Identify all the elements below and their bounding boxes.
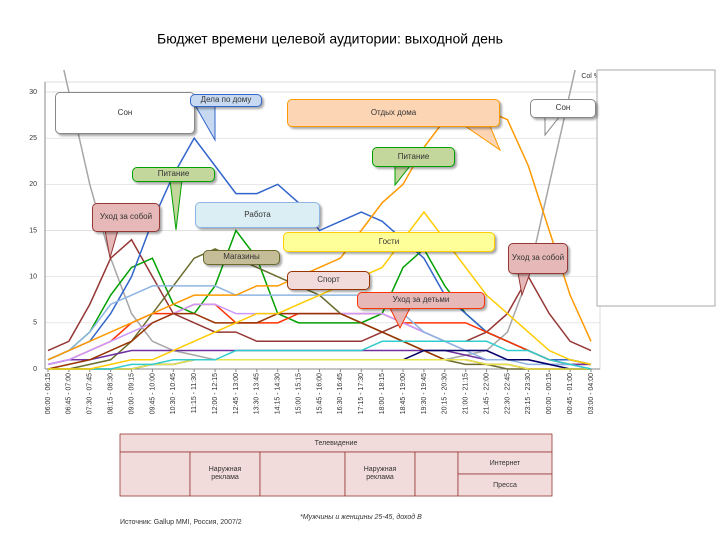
x-tick-label: 03:00 - 04:00 <box>588 373 595 414</box>
media-tv: Телевидение <box>315 440 358 447</box>
x-tick-label: 06:00 - 06:15 <box>45 373 52 414</box>
x-tick-label: 18:00 - 18:15 <box>379 373 386 414</box>
source: Источник: Gallup MMI, Россия, 2007/2 <box>120 519 242 526</box>
legend-box <box>596 69 716 307</box>
callout: Уход за собой <box>92 203 160 232</box>
line <box>47 349 591 366</box>
x-tick-label: 00:00 - 00:15 <box>546 373 553 414</box>
callout: Питание <box>372 147 455 167</box>
x-tick-label: 16:30 - 16:45 <box>337 373 344 414</box>
x-tick-label: 14:15 - 14:30 <box>275 373 282 414</box>
x-tick-label: 17:15 - 17:30 <box>358 373 365 414</box>
x-tick-label: 09:45 - 10:00 <box>149 373 156 414</box>
x-tick-label: 13:30 - 13:45 <box>254 373 261 414</box>
x-tick-label: 12:45 - 13:00 <box>233 373 240 414</box>
y-tick-label: 10 <box>29 274 37 281</box>
series <box>47 109 592 361</box>
media-internet: Интернет <box>490 460 521 467</box>
x-tick-label: 21:00 - 21:15 <box>463 373 470 414</box>
media-outdoor: Наружная реклама <box>363 466 397 481</box>
callout: Магазины <box>203 250 280 265</box>
y-tick-label: 0 <box>33 366 37 373</box>
callout: Отдых дома <box>287 99 500 127</box>
x-tick-label: 12:00 - 12:15 <box>212 373 219 414</box>
callout: Сон <box>55 92 195 134</box>
callout: Работа <box>195 202 320 228</box>
x-tick-label: 07:30 - 07:45 <box>87 373 94 414</box>
x-tick-label: 18:45 - 19:00 <box>400 373 407 414</box>
callout: Дела по дому <box>190 94 262 107</box>
y-tick-label: 5 <box>33 320 37 327</box>
callout: Гости <box>283 232 495 252</box>
x-tick-label: 09:00 - 09:15 <box>128 373 135 414</box>
x-tick-label: 23:15 - 23:30 <box>525 373 532 414</box>
x-tick-label: 15:00 - 15:15 <box>295 373 302 414</box>
y-tick-label: 30 <box>29 89 37 96</box>
y-tick-label: 20 <box>29 181 37 188</box>
media-press: Пресса <box>493 482 517 489</box>
series <box>48 340 592 370</box>
x-tick-label: 08:15 - 08:30 <box>107 373 114 414</box>
x-tick-label: 15:45 - 16:00 <box>316 373 323 414</box>
media-outdoor: Наружная реклама <box>208 466 242 481</box>
line <box>48 210 592 370</box>
callout-tails <box>104 104 562 330</box>
x-tick-label: 21:45 - 22:00 <box>483 373 490 414</box>
media-table <box>119 433 553 497</box>
footnote: *Мужчины и женщины 25-45, доход B <box>300 513 422 521</box>
x-tick-label: 19:30 - 19:45 <box>421 373 428 414</box>
callout: Питание <box>132 167 215 182</box>
series <box>63 70 576 361</box>
series <box>47 349 591 366</box>
series <box>48 359 591 370</box>
callout: Уход за детьми <box>357 292 485 309</box>
y-tick-label: 15 <box>29 227 37 234</box>
line <box>48 340 592 370</box>
x-tick-label: 00:45 - 01:00 <box>567 373 574 414</box>
series <box>47 238 592 352</box>
line <box>47 109 592 361</box>
chart-title: Бюджет времени целевой аудитории: выходн… <box>157 31 503 47</box>
x-tick-label: 22:30 - 22:45 <box>504 373 511 414</box>
y-tick-label: 25 <box>29 135 37 142</box>
x-tick-label: 11:15 - 11:30 <box>191 373 198 413</box>
unit-label: Col % <box>581 73 600 80</box>
callout: Сон <box>530 99 596 118</box>
x-tick-label: 20:15 - 20:30 <box>442 373 449 414</box>
callout: Уход за собой <box>508 243 568 274</box>
callout: Спорт <box>287 271 370 290</box>
x-tick-label: 06:45 - 07:00 <box>66 373 73 414</box>
series <box>48 210 592 370</box>
x-tick-label: 10:30 - 10:45 <box>170 373 177 414</box>
line <box>63 70 576 361</box>
line <box>48 359 591 370</box>
line <box>47 238 592 352</box>
